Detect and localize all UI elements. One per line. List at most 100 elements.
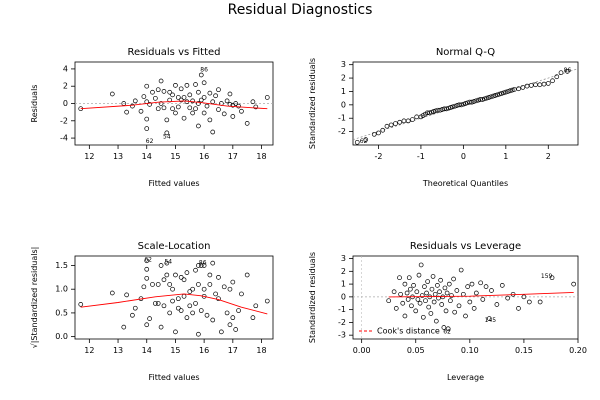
y-tick-label: 1 <box>341 280 346 289</box>
data-point <box>167 89 173 95</box>
data-point <box>488 94 494 100</box>
x-tick-label: -1 <box>417 152 425 161</box>
x-axis-label: Theoretical Quantiles <box>422 179 508 188</box>
data-point <box>406 275 412 281</box>
data-point <box>486 316 492 321</box>
data-point <box>193 106 198 112</box>
data-point <box>144 258 150 264</box>
data-point <box>210 129 216 135</box>
data-point <box>376 130 381 136</box>
data-point <box>465 284 471 289</box>
x-tick-label: 18 <box>256 152 266 161</box>
data-point <box>549 275 555 281</box>
panel-title: Scale-Location <box>138 241 211 252</box>
data-point <box>505 89 511 94</box>
data-point <box>505 295 511 301</box>
data-point <box>152 301 158 306</box>
data-point <box>216 87 221 93</box>
data-point <box>426 304 432 310</box>
data-point <box>430 274 436 279</box>
data-point <box>401 118 407 124</box>
x-tick-label: 14 <box>142 346 152 355</box>
data-point <box>233 101 239 106</box>
data-point <box>196 282 201 287</box>
data-point <box>155 282 161 287</box>
data-point <box>224 98 230 104</box>
data-point <box>443 308 449 314</box>
data-point <box>545 81 551 86</box>
data-point <box>429 286 435 292</box>
data-point <box>482 96 487 102</box>
data-point <box>132 305 138 311</box>
data-point <box>175 305 181 311</box>
data-point <box>423 298 428 304</box>
data-point <box>190 286 196 292</box>
data-point <box>427 110 432 116</box>
x-tick-label: 0 <box>461 152 466 161</box>
data-point <box>380 127 386 133</box>
data-point <box>446 105 451 111</box>
y-tick-label: 3 <box>341 254 346 263</box>
data-point <box>164 260 170 266</box>
data-point <box>239 108 244 114</box>
y-axis-label: √|Standardized residuals| <box>30 247 39 349</box>
data-point <box>497 91 502 97</box>
data-point <box>201 95 207 100</box>
data-point <box>471 99 477 104</box>
data-point <box>181 277 187 283</box>
data-point <box>221 284 227 290</box>
data-point <box>250 315 256 321</box>
data-point <box>480 97 485 102</box>
x-tick-label: 12 <box>84 152 94 161</box>
data-point <box>187 92 193 98</box>
data-point <box>405 118 411 124</box>
data-point <box>175 296 181 302</box>
data-point <box>554 74 560 80</box>
data-point <box>207 117 213 123</box>
plot-area <box>78 258 270 337</box>
data-point <box>175 95 181 100</box>
data-point <box>471 306 477 311</box>
x-tick-label: 17 <box>228 152 238 161</box>
data-point <box>233 327 239 332</box>
data-point <box>170 106 175 112</box>
figure-title: Residual Diagnostics <box>228 2 373 18</box>
point-label: 86 <box>199 260 207 267</box>
data-point <box>384 123 390 129</box>
data-point <box>441 325 447 330</box>
x-tick-label: 13 <box>113 152 123 161</box>
data-point <box>198 72 204 78</box>
x-tick-label: 1 <box>503 152 508 161</box>
y-axis-label: Residuals <box>30 85 39 123</box>
data-point <box>155 106 161 112</box>
data-point <box>158 324 164 330</box>
data-point <box>250 99 256 105</box>
data-point <box>213 93 218 99</box>
data-point <box>444 290 450 296</box>
data-point <box>253 303 259 309</box>
y-tick-label: 2 <box>341 267 346 276</box>
data-point <box>253 104 259 110</box>
data-point <box>201 110 207 116</box>
data-point <box>190 98 196 104</box>
data-point <box>524 83 530 89</box>
data-point <box>409 303 414 309</box>
data-point <box>537 299 543 305</box>
data-point <box>152 95 158 101</box>
smooth-line <box>80 100 268 110</box>
data-point <box>433 318 439 324</box>
data-point <box>398 291 403 297</box>
data-point <box>144 126 150 131</box>
data-point <box>158 263 164 268</box>
data-point <box>144 83 150 89</box>
data-point <box>193 301 198 306</box>
data-point <box>109 91 115 97</box>
data-point <box>537 82 543 88</box>
data-point <box>419 293 425 298</box>
y-tick-label: -3 <box>338 331 346 340</box>
data-point <box>184 315 190 321</box>
data-point <box>494 302 500 307</box>
data-point <box>216 107 221 112</box>
y-tick-label: 0 <box>63 99 68 108</box>
data-point <box>484 95 490 101</box>
